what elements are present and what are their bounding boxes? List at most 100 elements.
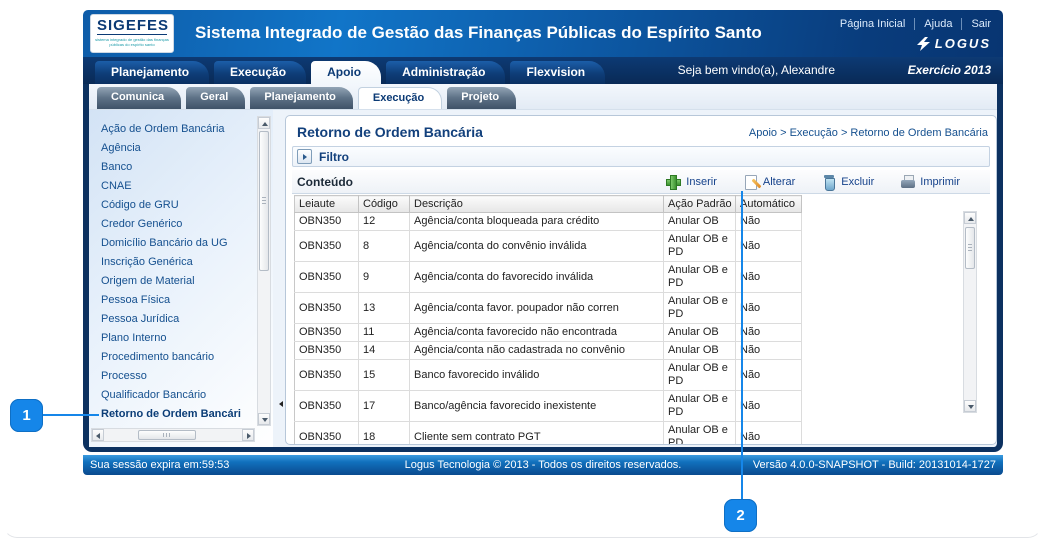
scrollbar-thumb[interactable]: [138, 430, 196, 440]
sidebar-item-banco[interactable]: Banco: [101, 161, 133, 173]
cell-leiaute: OBN350: [294, 230, 359, 262]
sidebar-item-credor-generico[interactable]: Credor Genérico: [101, 218, 183, 230]
callout-line-1: [43, 414, 99, 416]
cell-acao: Anular OB e PD: [663, 421, 736, 444]
arrow-down-icon: [968, 405, 974, 409]
welcome-text: Seja bem vindo(a), Alexandre: [677, 63, 835, 77]
sidebar-item-codigo-de-gru[interactable]: Código de GRU: [101, 199, 179, 211]
breadcrumb: Apoio > Execução > Retorno de Ordem Banc…: [748, 127, 988, 139]
table-row[interactable]: OBN350 11 Agência/conta favorecido não e…: [294, 323, 802, 342]
help-link[interactable]: Ajuda: [914, 18, 952, 30]
subtab-projeto[interactable]: Projeto: [447, 87, 517, 109]
tab-planejamento[interactable]: Planejamento: [95, 61, 210, 84]
delete-button[interactable]: Excluir: [821, 174, 874, 191]
tab-administracao[interactable]: Administração: [386, 61, 506, 84]
cell-leiaute: OBN350: [294, 261, 359, 293]
sidebar-item-inscricao-generica[interactable]: Inscrição Genérica: [101, 256, 193, 268]
cell-leiaute: OBN350: [294, 359, 359, 391]
scroll-down-button[interactable]: [964, 400, 976, 412]
sidebar-item-plano-interno[interactable]: Plano Interno: [101, 332, 167, 344]
sidebar-item-origem-de-material[interactable]: Origem de Material: [101, 275, 195, 287]
cell-acao: Anular OB e PD: [663, 230, 736, 262]
column-header-acao-padrao[interactable]: Ação Padrão: [663, 195, 736, 213]
sidebar-item-cnae[interactable]: CNAE: [101, 180, 132, 192]
subtab-comunica[interactable]: Comunica: [97, 87, 182, 109]
scroll-left-button[interactable]: [92, 429, 104, 441]
filter-expand-button[interactable]: [297, 149, 312, 164]
workspace: Ação de Ordem Bancária Agência Banco CNA…: [89, 110, 997, 447]
subtab-planejamento[interactable]: Planejamento: [250, 87, 353, 109]
grid-header-row: Leiaute Código Descrição Ação Padrão Aut…: [294, 195, 802, 213]
cell-descricao: Agência/conta favor. poupador não corren: [409, 292, 664, 324]
status-bar: Sua sessão expira em:59:53 Logus Tecnolo…: [83, 455, 1003, 475]
table-row[interactable]: OBN350 9 Agência/conta do favorecido inv…: [294, 261, 802, 293]
edit-icon: [743, 174, 759, 190]
cell-descricao: Banco/agência favorecido inexistente: [409, 390, 664, 422]
scroll-up-button[interactable]: [258, 117, 270, 129]
edit-button-label: Alterar: [762, 175, 796, 188]
edit-button[interactable]: Alterar: [743, 174, 795, 190]
cell-automatico: Não: [735, 359, 802, 391]
sidebar-item-acao-de-ordem-bancaria[interactable]: Ação de Ordem Bancária: [101, 123, 225, 135]
sidebar-item-agencia[interactable]: Agência: [101, 142, 141, 154]
cell-automatico: Não: [735, 230, 802, 262]
table-row[interactable]: OBN350 15 Banco favorecido inválido Anul…: [294, 359, 802, 391]
insert-button[interactable]: Inserir: [666, 174, 717, 190]
cell-descricao: Agência/conta favorecido não encontrada: [409, 323, 664, 342]
sidebar-horizontal-scrollbar[interactable]: [91, 428, 255, 442]
grip-icon: [968, 244, 972, 251]
tab-apoio[interactable]: Apoio: [311, 61, 382, 84]
column-header-leiaute[interactable]: Leiaute: [294, 195, 359, 213]
column-header-automatico[interactable]: Automático: [735, 195, 802, 213]
lightning-icon: [916, 36, 930, 51]
sigefes-logo[interactable]: SIGEFES sistema integrado de gestão das …: [90, 14, 174, 53]
sidebar-item-processo[interactable]: Processo: [101, 370, 147, 382]
sidebar-item-pessoa-juridica[interactable]: Pessoa Jurídica: [101, 313, 180, 325]
collapse-left-icon: [279, 401, 283, 407]
sidebar-item-procedimento-bancario[interactable]: Procedimento bancário: [101, 351, 215, 363]
column-header-codigo[interactable]: Código: [358, 195, 410, 213]
subtab-execucao[interactable]: Execução: [357, 87, 443, 109]
cell-acao: Anular OB: [663, 323, 736, 342]
cell-automatico: Não: [735, 390, 802, 422]
sidebar-item-qualificador-bancario[interactable]: Qualificador Bancário: [101, 389, 207, 401]
cell-descricao: Agência/conta do favorecido inválida: [409, 261, 664, 293]
table-row[interactable]: OBN350 13 Agência/conta favor. poupador …: [294, 292, 802, 324]
cell-descricao: Agência/conta do convênio inválida: [409, 230, 664, 262]
subtab-geral[interactable]: Geral: [186, 87, 246, 109]
table-row[interactable]: OBN350 8 Agência/conta do convênio invál…: [294, 230, 802, 262]
content-toolbar: Conteúdo Inserir Alterar Excluir: [292, 170, 990, 194]
logout-link[interactable]: Sair: [961, 18, 991, 30]
table-row[interactable]: OBN350 17 Banco/agência favorecido inexi…: [294, 390, 802, 422]
print-button[interactable]: Imprimir: [900, 174, 960, 190]
toolbar-title: Conteúdo: [297, 174, 353, 189]
cell-codigo: 13: [358, 292, 410, 324]
table-row[interactable]: OBN350 18 Cliente sem contrato PGT Anula…: [294, 421, 802, 444]
cell-descricao: Banco favorecido inválido: [409, 359, 664, 391]
scroll-down-button[interactable]: [258, 413, 270, 425]
sidebar-item-domicilio-bancario[interactable]: Domicílio Bancário da UG: [101, 237, 228, 249]
app-title: Sistema Integrado de Gestão das Finanças…: [195, 23, 762, 42]
table-row[interactable]: OBN350 14 Agência/conta não cadastrada n…: [294, 341, 802, 360]
sigefes-logo-title: SIGEFES: [97, 17, 170, 35]
scroll-up-button[interactable]: [964, 212, 976, 224]
scroll-right-button[interactable]: [242, 429, 254, 441]
tab-flexvision[interactable]: Flexvision: [510, 61, 606, 84]
cell-automatico: Não: [735, 292, 802, 324]
sidebar-item-pessoa-fisica[interactable]: Pessoa Física: [101, 294, 171, 306]
scrollbar-thumb[interactable]: [259, 131, 269, 271]
tab-execucao[interactable]: Execução: [214, 61, 307, 84]
sidebar-collapse-handle[interactable]: [276, 398, 285, 412]
home-link[interactable]: Página Inicial: [839, 18, 906, 30]
sidebar-vertical-scrollbar[interactable]: [257, 116, 271, 426]
app-window: SIGEFES sistema integrado de gestão das …: [83, 10, 1003, 452]
column-header-descricao[interactable]: Descrição: [409, 195, 664, 213]
sidebar-item-retorno-de-ordem-bancaria[interactable]: Retorno de Ordem Bancári: [101, 408, 241, 420]
table-row[interactable]: OBN350 12 Agência/conta bloqueada para c…: [294, 212, 802, 231]
grid-vertical-scrollbar[interactable]: [963, 211, 977, 413]
callout-line-2: [741, 191, 743, 499]
filter-bar: Filtro: [292, 146, 990, 167]
scrollbar-thumb[interactable]: [965, 227, 975, 269]
header-links: Página Inicial Ajuda Sair: [840, 18, 991, 30]
